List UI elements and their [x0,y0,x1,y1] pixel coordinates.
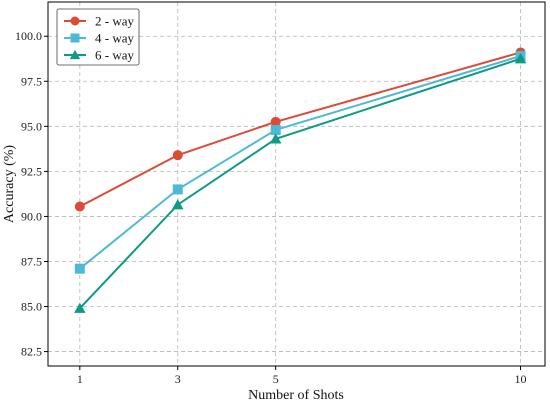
y-tick-label: 87.5 [21,254,42,268]
plot-frame [47,1,546,367]
data-point [270,124,281,135]
series-line [79,51,521,208]
legend-label: 4 - way [95,31,134,46]
y-axis-label: Accuracy (%) [2,145,17,223]
y-tick-label: 85.0 [21,300,42,314]
legend-marker [70,33,80,43]
legend-item: 6 - way [64,48,134,63]
grid-lines [48,2,545,366]
legend: 2 - way 4 - way 6 - way [56,8,140,66]
y-tick-label: 100.0 [15,29,42,43]
x-axis-label: Number of Shots [248,388,344,403]
series-2-way [74,47,526,212]
data-point [74,201,85,212]
data-point [74,263,85,274]
series-4-way [74,51,526,274]
series-layer [74,47,527,313]
legend-item: 4 - way [64,31,134,46]
data-point [270,116,281,127]
legend-label: 6 - way [95,48,134,63]
y-tick-label: 92.5 [21,164,42,178]
data-point [514,53,527,64]
y-tick-label: 95.0 [21,119,42,133]
series-6-way [74,53,527,313]
legend-item: 2 - way [64,14,134,29]
y-tick-label: 82.5 [21,345,42,359]
x-tick-label: 10 [515,372,527,386]
legend-marker [69,49,81,60]
x-tick-label: 5 [273,372,279,386]
data-point [172,150,183,161]
data-point [172,184,183,195]
legend-marker [70,16,80,26]
data-point [74,302,86,313]
x-tick-label: 3 [175,372,181,386]
y-tick-label: 90.0 [21,209,42,223]
series-line [79,55,521,270]
data-point [269,133,282,144]
legend-label: 2 - way [95,14,134,29]
series-line [79,57,521,310]
x-tick-label: 1 [77,372,83,386]
y-tick-label: 97.5 [21,74,42,88]
data-point [172,198,184,210]
axis-ticks: 1 3 5 10 82.5 85.0 87.5 90.0 92.5 95.0 97.5 100.0 [15,29,527,386]
